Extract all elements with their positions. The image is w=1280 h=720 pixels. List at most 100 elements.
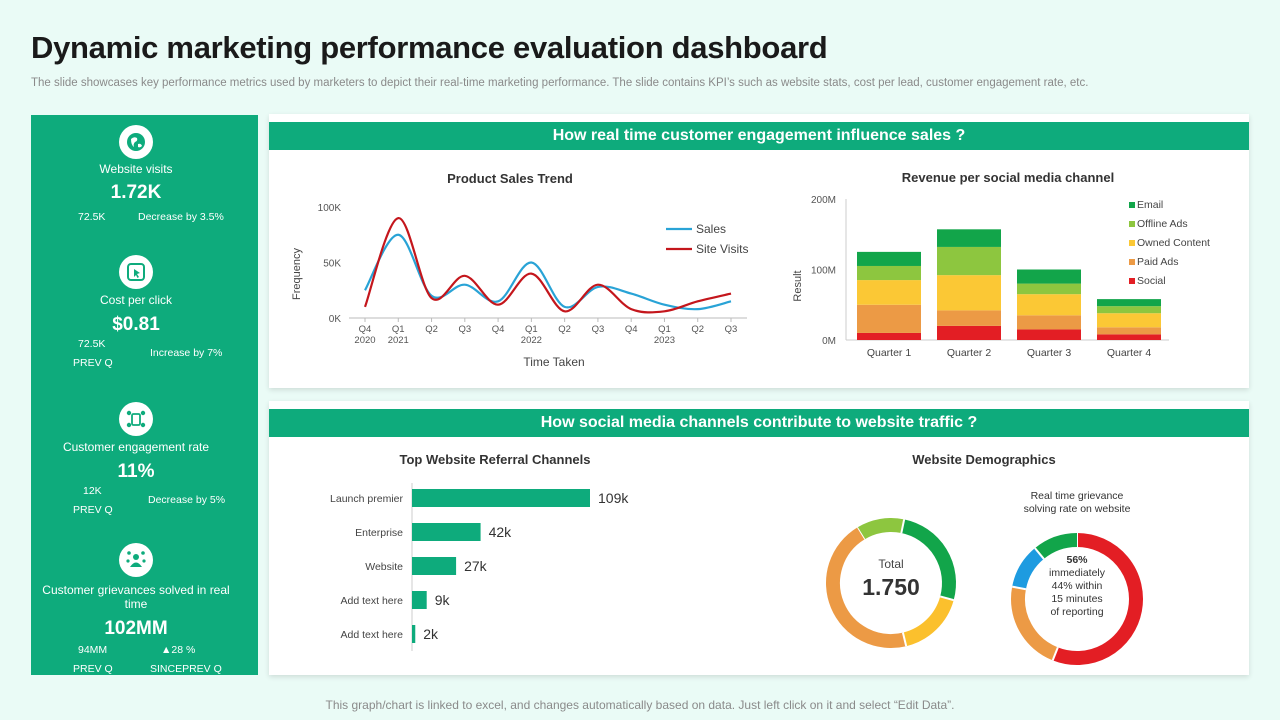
- bar-segment-email: [937, 229, 1001, 247]
- page-subtitle: The slide showcases key performance metr…: [31, 77, 1089, 89]
- donut-gap: [939, 595, 954, 602]
- donut-gap: [1051, 646, 1059, 661]
- hbar: [412, 557, 457, 575]
- y-tick-label: 100K: [318, 203, 342, 214]
- kpi-prev-value: 94MM: [78, 644, 108, 656]
- kpi-value: 102MM: [104, 618, 168, 639]
- bar-chart-title: Revenue per social media channel: [902, 170, 1114, 185]
- x-axis-title: Time Taken: [523, 355, 584, 369]
- legend-swatch: [1129, 259, 1135, 265]
- x-tick-label: Quarter 4: [1107, 347, 1152, 359]
- donut2-center-text: 44% within: [1052, 580, 1103, 592]
- x-tick-label: Q4: [625, 324, 638, 335]
- kpi-change: Decrease by 5%: [148, 494, 226, 506]
- x-tick-label: Q1: [392, 324, 405, 335]
- y-axis-title: Frequency: [291, 248, 303, 300]
- y-axis-title: Result: [792, 270, 804, 301]
- hbar-category-label: Enterprise: [355, 527, 403, 539]
- kpi-prev-value: 72.5K: [78, 211, 106, 223]
- legend-swatch: [1129, 240, 1135, 246]
- donut-slice: [857, 518, 905, 540]
- donut2-slice: [1012, 548, 1045, 590]
- kpi-change-label: SINCEPREV Q: [150, 663, 222, 675]
- kpi-label: Cost per click: [99, 293, 173, 307]
- donut2-slice: [1011, 586, 1059, 661]
- bar-segment-email: [857, 251, 921, 266]
- kpi-change: Increase by 7%: [150, 347, 223, 359]
- bar-segment-offline-ads: [857, 265, 921, 281]
- year-label: 2021: [388, 335, 409, 346]
- footer-note: This graph/chart is linked to excel, and…: [325, 698, 955, 712]
- donut-gap: [1034, 547, 1045, 560]
- hbar-category-label: Add text here: [341, 629, 404, 641]
- bar-segment-paid-ads: [1017, 315, 1081, 330]
- globe-icon: [119, 125, 153, 159]
- kpi-prev-label: PREV Q: [73, 357, 113, 369]
- x-tick-label: Quarter 2: [947, 347, 992, 359]
- hbar-category-label: Website: [365, 561, 403, 573]
- x-tick-label: Q3: [592, 324, 605, 335]
- hbar: [412, 591, 427, 609]
- bar-segment-offline-ads: [1097, 306, 1161, 314]
- x-tick-label: Q1: [525, 324, 538, 335]
- hbar-value-label: 9k: [435, 592, 451, 608]
- y-tick-label: 100M: [811, 266, 836, 277]
- traffic-card: How social media channels contribute to …: [269, 401, 1249, 675]
- bar-segment-social: [857, 332, 921, 340]
- kpi-label: Customer grievances solved in real time: [42, 583, 230, 611]
- x-tick-label: Quarter 3: [1027, 347, 1072, 359]
- hbar-value-label: 27k: [464, 558, 488, 574]
- x-tick-label: Q4: [492, 324, 505, 335]
- x-tick-label: Q4: [359, 324, 372, 335]
- kpi-prev-value: 72.5K: [78, 338, 106, 350]
- hbar-value-label: 42k: [489, 524, 513, 540]
- bar-segment-owned-content: [857, 280, 921, 305]
- donut-chart-title: Website Demographics: [912, 452, 1056, 467]
- x-tick-label: Q2: [558, 324, 571, 335]
- series-line-site-visits: [363, 217, 732, 314]
- donut2-center-text: of reporting: [1050, 606, 1103, 618]
- engagement-icon: [119, 402, 153, 436]
- donut2-title-line: Real time grievance: [1031, 490, 1124, 502]
- legend-swatch: [1129, 278, 1135, 284]
- bar-segment-offline-ads: [937, 246, 1001, 276]
- donut-gap: [900, 519, 906, 534]
- cursor-click-icon: [119, 255, 153, 289]
- x-tick-label: Q2: [425, 324, 438, 335]
- donut2-slice: [1052, 533, 1143, 665]
- legend-swatch: [1129, 202, 1135, 208]
- bar-segment-paid-ads: [937, 310, 1001, 326]
- hbar: [412, 625, 416, 643]
- bar-segment-social: [1017, 329, 1081, 340]
- legend-label: Social: [1137, 275, 1166, 287]
- kpi-change: ▲28 %: [161, 644, 196, 656]
- x-tick-label: Q1: [658, 324, 671, 335]
- y-tick-label: 0K: [329, 314, 342, 325]
- kpi-prev-label: PREV Q: [73, 663, 113, 675]
- line-chart-title: Product Sales Trend: [447, 171, 573, 186]
- kpi-label: Website visits: [99, 162, 173, 176]
- year-label: 2023: [654, 335, 675, 346]
- y-tick-label: 200M: [811, 195, 836, 206]
- donut-slice: [901, 519, 956, 601]
- donut-gap: [901, 632, 908, 647]
- kpi-change: Decrease by 3.5%: [138, 211, 224, 223]
- kpi-prev-value: 12K: [83, 485, 102, 497]
- kpi-value: $0.81: [112, 314, 160, 335]
- traffic-header: How social media channels contribute to …: [269, 409, 1249, 437]
- donut2-slice: [1034, 533, 1078, 560]
- x-tick-label: Q2: [691, 324, 704, 335]
- bar-segment-social: [1097, 334, 1161, 340]
- x-tick-label: Q3: [458, 324, 471, 335]
- legend-label: Offline Ads: [1137, 218, 1188, 230]
- legend-label: Paid Ads: [1137, 256, 1178, 268]
- bar-segment-email: [1097, 299, 1161, 307]
- referral-and-demographics-charts: Top Website Referral Channels Launch prem…: [330, 452, 1143, 665]
- bar-segment-email: [1017, 269, 1081, 284]
- kpi-label: Customer engagement rate: [62, 440, 210, 454]
- kpi-value: 1.72K: [110, 182, 162, 203]
- legend-label: Site Visits: [696, 242, 748, 256]
- donut2-center-text: immediately: [1049, 567, 1106, 579]
- bar-segment-paid-ads: [857, 304, 921, 333]
- bar-segment-offline-ads: [1017, 283, 1081, 295]
